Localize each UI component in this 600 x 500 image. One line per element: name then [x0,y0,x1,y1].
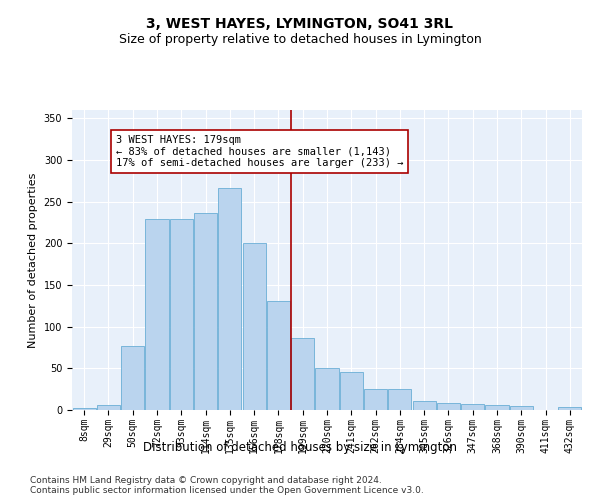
Bar [510,406,533,410]
Bar [437,404,460,410]
Bar [413,401,436,410]
Bar [194,212,217,410]
Y-axis label: Number of detached properties: Number of detached properties [28,172,38,348]
Bar [121,346,144,410]
Bar [461,404,484,410]
Bar [242,244,266,410]
Text: Distribution of detached houses by size in Lymington: Distribution of detached houses by size … [143,441,457,454]
Bar [291,338,314,410]
Bar [316,368,338,410]
Text: 3 WEST HAYES: 179sqm
← 83% of detached houses are smaller (1,143)
17% of semi-de: 3 WEST HAYES: 179sqm ← 83% of detached h… [116,135,403,168]
Bar [388,389,412,410]
Bar [267,301,290,410]
Bar [485,405,509,410]
Bar [218,188,241,410]
Bar [170,219,193,410]
Bar [559,406,581,410]
Text: Size of property relative to detached houses in Lymington: Size of property relative to detached ho… [119,32,481,46]
Bar [340,372,363,410]
Bar [145,219,169,410]
Bar [97,405,120,410]
Bar [364,389,387,410]
Text: 3, WEST HAYES, LYMINGTON, SO41 3RL: 3, WEST HAYES, LYMINGTON, SO41 3RL [146,18,454,32]
Text: Contains HM Land Registry data © Crown copyright and database right 2024.
Contai: Contains HM Land Registry data © Crown c… [30,476,424,495]
Bar [73,408,95,410]
